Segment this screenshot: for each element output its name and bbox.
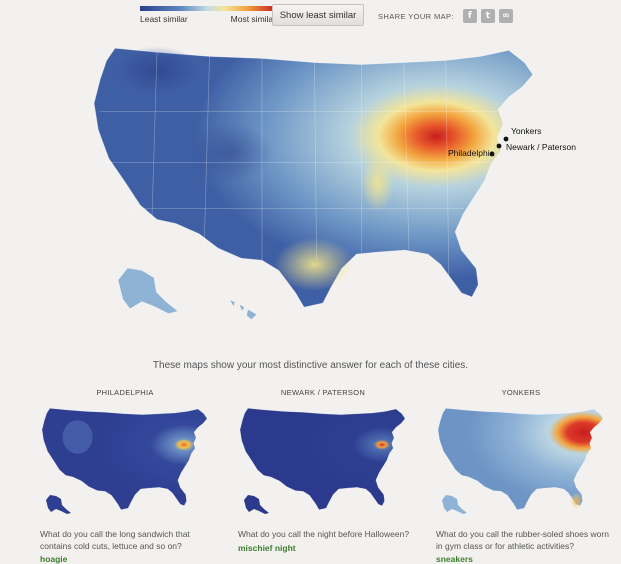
- similarity-map: Yonkers Newark / Paterson Philadelphia: [93, 46, 576, 320]
- city-markers: Yonkers Newark / Paterson Philadelphia: [448, 126, 576, 158]
- yonkers-marker: [503, 136, 509, 142]
- legend-low-label: Least similar: [140, 14, 188, 24]
- panel-alaska-region: [442, 495, 467, 514]
- panel-philadelphia: PHILADELPHIA What do you call the long s…: [40, 388, 220, 564]
- question-text: What do you call the night before Hallow…: [238, 529, 410, 539]
- answer-text: hoagie: [40, 554, 68, 564]
- hawaii-region: [230, 300, 257, 320]
- show-least-similar-button[interactable]: Show least similar: [272, 4, 364, 26]
- panel-us-region: [239, 407, 406, 511]
- mountain-dark-region: [188, 121, 273, 183]
- philadelphia-marker: [489, 151, 495, 157]
- northwest-dark-region: [115, 46, 199, 96]
- share-label: SHARE YOUR MAP:: [378, 11, 454, 21]
- florida-highlight-region: [569, 492, 583, 510]
- panel-alaska-region: [46, 495, 71, 514]
- answer-text: mischief night: [238, 542, 296, 553]
- panel-title: PHILADELPHIA: [96, 388, 154, 397]
- city-label-newark-paterson: Newark / Paterson: [506, 142, 576, 152]
- legend-high-label: Most similar: [230, 14, 276, 24]
- similarity-legend: Least similar Most similar: [140, 6, 276, 24]
- alaska-region: [117, 267, 179, 315]
- answer-map-sneakers: [437, 407, 604, 514]
- panel-title: NEWARK / PATERSON: [280, 388, 366, 397]
- panel-yonkers: YONKERS What do you call the rubber-sole…: [436, 388, 616, 564]
- city-label-philadelphia: Philadelphia: [448, 148, 495, 158]
- west-lighter-region: [62, 420, 93, 454]
- panel-title: YONKERS: [501, 388, 541, 397]
- midwest-highlight-region: [360, 154, 395, 212]
- question-text: What do you call the long sandwich that …: [40, 529, 190, 551]
- panel-newark-paterson: NEWARK / PATERSON What do you call the n…: [238, 388, 418, 553]
- answer-map-mischief-night: [239, 407, 406, 514]
- panel-us-region: [41, 407, 208, 511]
- texas-highlight-region: [274, 237, 355, 291]
- facebook-icon[interactable]: f: [462, 9, 477, 23]
- share-bar: SHARE YOUR MAP: f t ∞: [378, 9, 517, 23]
- twitter-icon[interactable]: t: [480, 9, 495, 23]
- newark-paterson-marker: [496, 143, 502, 149]
- legend-color-bar: [140, 6, 276, 11]
- answer-text: sneakers: [436, 554, 473, 564]
- question-text: What do you call the rubber-soled shoes …: [436, 529, 609, 551]
- panel-alaska-region: [244, 495, 269, 514]
- answer-map-hoagie: [41, 407, 208, 514]
- caption: These maps show your most distinctive an…: [152, 360, 469, 371]
- city-label-yonkers: Yonkers: [511, 126, 541, 136]
- link-icon[interactable]: ∞: [498, 9, 513, 23]
